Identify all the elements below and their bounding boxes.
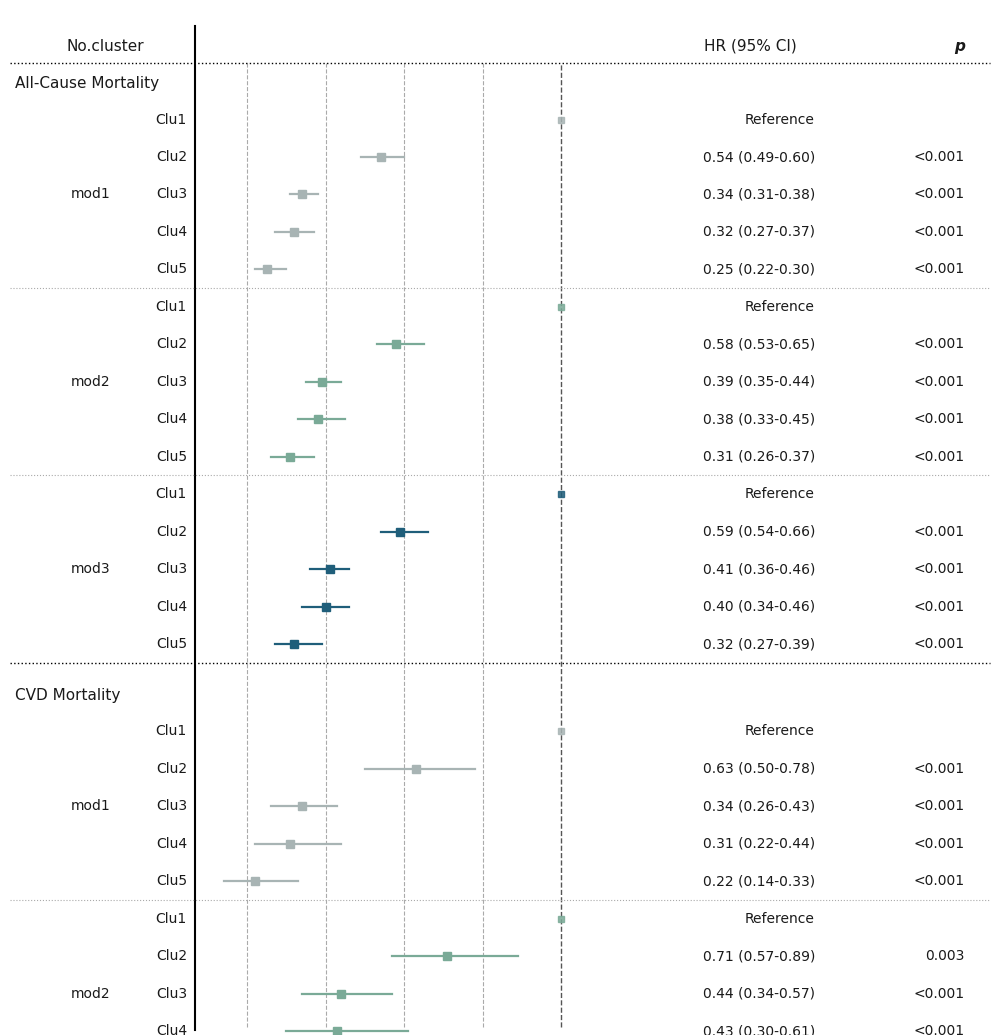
Text: Clu2: Clu2: [156, 337, 187, 351]
Text: mod2: mod2: [70, 986, 110, 1001]
Text: Reference: Reference: [745, 912, 815, 925]
Text: Clu3: Clu3: [156, 799, 187, 814]
Text: 0.34 (0.26-0.43): 0.34 (0.26-0.43): [703, 799, 815, 814]
Text: Clu3: Clu3: [156, 562, 187, 576]
Text: 0.54 (0.49-0.60): 0.54 (0.49-0.60): [703, 150, 815, 164]
Text: Clu1: Clu1: [156, 912, 187, 925]
Text: mod1: mod1: [70, 187, 110, 202]
Text: 0.32 (0.27-0.37): 0.32 (0.27-0.37): [703, 225, 815, 239]
Text: Clu4: Clu4: [156, 837, 187, 851]
Text: 0.38 (0.33-0.45): 0.38 (0.33-0.45): [703, 412, 815, 426]
Text: Reference: Reference: [745, 300, 815, 314]
Text: 0.31 (0.22-0.44): 0.31 (0.22-0.44): [703, 837, 815, 851]
Text: <0.001: <0.001: [914, 638, 965, 651]
Text: <0.001: <0.001: [914, 986, 965, 1001]
Text: Reference: Reference: [745, 113, 815, 126]
Text: <0.001: <0.001: [914, 150, 965, 164]
Text: 0.43 (0.30-0.61): 0.43 (0.30-0.61): [703, 1025, 815, 1035]
Text: 0.31 (0.26-0.37): 0.31 (0.26-0.37): [703, 450, 815, 464]
Text: 0.71 (0.57-0.89): 0.71 (0.57-0.89): [703, 949, 815, 964]
Text: <0.001: <0.001: [914, 875, 965, 888]
Text: 0.59 (0.54-0.66): 0.59 (0.54-0.66): [703, 525, 815, 538]
Text: mod1: mod1: [70, 799, 110, 814]
Text: Clu5: Clu5: [156, 263, 187, 276]
Text: mod3: mod3: [70, 562, 110, 576]
Text: Clu3: Clu3: [156, 187, 187, 202]
Text: HR (95% CI): HR (95% CI): [704, 39, 796, 54]
Text: Clu1: Clu1: [156, 724, 187, 738]
Text: Clu4: Clu4: [156, 225, 187, 239]
Text: Clu3: Clu3: [156, 986, 187, 1001]
Text: All-Cause Mortality: All-Cause Mortality: [15, 77, 159, 91]
Text: 0.34 (0.31-0.38): 0.34 (0.31-0.38): [703, 187, 815, 202]
Text: <0.001: <0.001: [914, 1025, 965, 1035]
Text: Clu5: Clu5: [156, 450, 187, 464]
Text: <0.001: <0.001: [914, 412, 965, 426]
Text: Clu2: Clu2: [156, 525, 187, 538]
Text: Clu5: Clu5: [156, 638, 187, 651]
Text: 0.22 (0.14-0.33): 0.22 (0.14-0.33): [703, 875, 815, 888]
Text: 0.44 (0.34-0.57): 0.44 (0.34-0.57): [703, 986, 815, 1001]
Text: <0.001: <0.001: [914, 225, 965, 239]
Text: <0.001: <0.001: [914, 562, 965, 576]
Text: Clu1: Clu1: [156, 487, 187, 501]
Text: Clu3: Clu3: [156, 375, 187, 389]
Text: Clu4: Clu4: [156, 412, 187, 426]
Text: <0.001: <0.001: [914, 837, 965, 851]
Text: Clu2: Clu2: [156, 762, 187, 776]
Text: <0.001: <0.001: [914, 375, 965, 389]
Text: 0.40 (0.34-0.46): 0.40 (0.34-0.46): [703, 599, 815, 614]
Text: Reference: Reference: [745, 487, 815, 501]
Text: 0.39 (0.35-0.44): 0.39 (0.35-0.44): [703, 375, 815, 389]
Text: <0.001: <0.001: [914, 599, 965, 614]
Text: p: p: [954, 39, 965, 54]
Text: Clu4: Clu4: [156, 599, 187, 614]
Text: mod2: mod2: [70, 375, 110, 389]
Text: 0.32 (0.27-0.39): 0.32 (0.27-0.39): [703, 638, 815, 651]
Text: Clu2: Clu2: [156, 150, 187, 164]
Text: CVD Mortality: CVD Mortality: [15, 688, 120, 704]
Text: Reference: Reference: [745, 724, 815, 738]
Text: Clu4: Clu4: [156, 1025, 187, 1035]
Text: <0.001: <0.001: [914, 525, 965, 538]
Text: 0.63 (0.50-0.78): 0.63 (0.50-0.78): [703, 762, 815, 776]
Text: No.cluster: No.cluster: [66, 39, 144, 54]
Text: Clu1: Clu1: [156, 300, 187, 314]
Text: Clu5: Clu5: [156, 875, 187, 888]
Text: 0.003: 0.003: [926, 949, 965, 964]
Text: <0.001: <0.001: [914, 187, 965, 202]
Text: 0.58 (0.53-0.65): 0.58 (0.53-0.65): [703, 337, 815, 351]
Text: 0.25 (0.22-0.30): 0.25 (0.22-0.30): [703, 263, 815, 276]
Text: Clu1: Clu1: [156, 113, 187, 126]
Text: <0.001: <0.001: [914, 450, 965, 464]
Text: <0.001: <0.001: [914, 762, 965, 776]
Text: Clu2: Clu2: [156, 949, 187, 964]
Text: <0.001: <0.001: [914, 263, 965, 276]
Text: <0.001: <0.001: [914, 337, 965, 351]
Text: 0.41 (0.36-0.46): 0.41 (0.36-0.46): [703, 562, 815, 576]
Text: <0.001: <0.001: [914, 799, 965, 814]
